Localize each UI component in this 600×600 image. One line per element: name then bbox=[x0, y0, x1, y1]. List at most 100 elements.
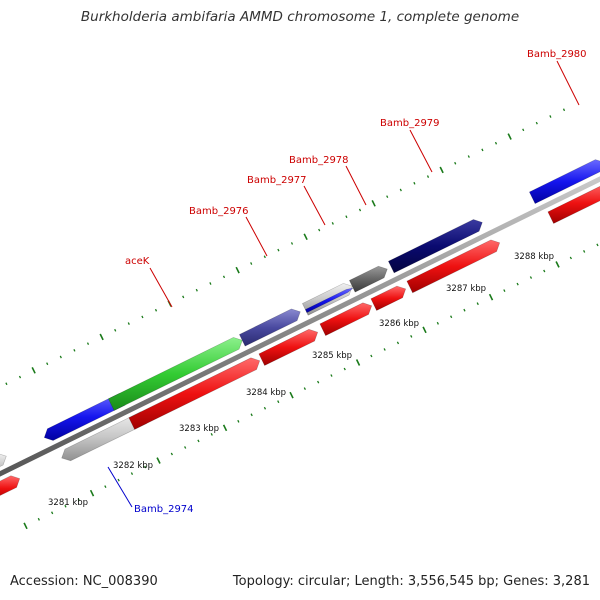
gene-label[interactable]: Bamb_2974 bbox=[134, 504, 194, 515]
upper-tick-mark bbox=[222, 275, 226, 279]
kbp-tick-label: 3281 kbp bbox=[48, 498, 88, 508]
lower-tick-mark bbox=[37, 517, 40, 521]
upper-tick-mark bbox=[522, 128, 525, 132]
lower-tick-mark bbox=[104, 485, 107, 489]
upper-tick-mark bbox=[399, 188, 402, 192]
leader-line bbox=[149, 267, 173, 308]
cds-bar-bamb-2980 bbox=[547, 185, 600, 224]
chromosome-backbone-line bbox=[0, 176, 600, 477]
upper-tick-mark bbox=[535, 121, 538, 125]
lower-tick-mark bbox=[170, 452, 173, 456]
lower-tick-mark bbox=[303, 387, 306, 391]
upper-tick-mark bbox=[439, 166, 444, 174]
upper-tick-mark bbox=[46, 362, 49, 366]
upper-tick-mark bbox=[562, 108, 566, 112]
leader-line bbox=[409, 129, 433, 173]
gene-label[interactable]: Bamb_2978 bbox=[289, 155, 349, 166]
lower-tick-mark bbox=[450, 315, 453, 319]
upper-tick-mark bbox=[549, 115, 552, 118]
gene-label[interactable]: Bamb_2980 bbox=[527, 49, 587, 60]
lower-tick-mark bbox=[569, 256, 572, 260]
upper-tick-mark bbox=[18, 375, 22, 379]
lower-tick-mark bbox=[516, 282, 519, 286]
cds-bar-acek bbox=[128, 357, 261, 430]
lower-tick-mark bbox=[197, 439, 200, 443]
tick-marks bbox=[5, 108, 599, 530]
label-leader-lines bbox=[107, 60, 580, 508]
gene-bar-bamb-2978 bbox=[348, 265, 388, 293]
cds-bar-bamb-2978 bbox=[370, 285, 407, 311]
cds-bar-bamb-2977 bbox=[319, 302, 373, 337]
upper-tick-mark bbox=[5, 382, 8, 386]
kbp-labels: 3281 kbp 3282 kbp 3283 kbp 3284 kbp 3285 kbp… bbox=[48, 252, 554, 508]
lower-tick-mark bbox=[410, 334, 413, 338]
upper-tick-mark bbox=[386, 195, 389, 198]
kbp-tick-label: 3285 kbp bbox=[312, 351, 352, 361]
leader-line bbox=[245, 216, 268, 257]
gene-label[interactable]: Bamb_2977 bbox=[247, 175, 307, 186]
leader-line bbox=[345, 165, 367, 206]
upper-tick-mark bbox=[31, 367, 36, 374]
gene-label[interactable]: aceK bbox=[125, 256, 150, 267]
cds-bar-bamb-2974 bbox=[61, 411, 148, 462]
upper-tick-mark bbox=[250, 262, 253, 265]
lower-tick-mark bbox=[222, 424, 228, 432]
lower-tick-mark bbox=[263, 406, 267, 410]
kbp-tick-label: 3284 kbp bbox=[246, 388, 286, 398]
upper-tick-mark bbox=[290, 242, 294, 245]
kbp-tick-label: 3287 kbp bbox=[446, 284, 486, 294]
lower-tick-mark bbox=[317, 380, 320, 384]
map-title: Burkholderia ambifaria AMMD chromosome 1… bbox=[80, 9, 520, 25]
lower-tick-mark bbox=[210, 433, 213, 436]
kbp-tick-label: 3283 kbp bbox=[179, 424, 219, 434]
upper-tick-mark bbox=[371, 200, 376, 207]
upper-tick-mark bbox=[318, 228, 321, 232]
lower-tick-mark bbox=[277, 400, 280, 404]
lower-tick-mark bbox=[436, 321, 439, 325]
lower-tick-mark bbox=[289, 391, 294, 399]
upper-tick-mark bbox=[426, 175, 430, 178]
lower-tick-mark bbox=[355, 359, 361, 366]
lower-tick-mark bbox=[23, 522, 28, 530]
cds-bar-bamb-2979 bbox=[406, 239, 501, 294]
gene-label[interactable]: Bamb_2979 bbox=[380, 118, 440, 129]
lower-tick-mark bbox=[51, 511, 54, 515]
gene-labels: Bamb_2974 aceK Bamb_2976 Bamb_2977 Bamb_2978… bbox=[125, 49, 587, 515]
lower-tick-mark bbox=[370, 354, 373, 358]
kbp-tick-label: 3286 kbp bbox=[379, 319, 419, 329]
upper-tick-mark bbox=[507, 133, 512, 140]
lower-tick-mark bbox=[596, 243, 599, 247]
upper-tick-mark bbox=[195, 288, 198, 292]
lower-tick-mark bbox=[476, 302, 479, 306]
lower-tick-mark bbox=[144, 465, 147, 469]
lower-tick-mark bbox=[555, 261, 560, 268]
upper-tick-mark bbox=[358, 208, 362, 212]
leader-line bbox=[107, 466, 133, 508]
lower-tick-mark bbox=[117, 478, 120, 482]
upper-tick-mark bbox=[235, 266, 240, 274]
lower-tick-mark bbox=[383, 348, 386, 351]
upper-tick-mark bbox=[345, 215, 348, 219]
upper-tick-mark bbox=[331, 222, 334, 225]
lower-tick-mark bbox=[343, 367, 346, 371]
upper-tick-mark bbox=[182, 295, 185, 299]
gene-label[interactable]: Bamb_2976 bbox=[189, 206, 249, 217]
lower-tick-mark bbox=[396, 341, 400, 345]
lower-tick-mark bbox=[64, 504, 67, 508]
gene-bar-bamb-2976 bbox=[238, 308, 301, 347]
gene-bar-acek bbox=[107, 337, 243, 411]
upper-tick-mark bbox=[467, 155, 470, 158]
upper-tick-mark bbox=[454, 161, 457, 165]
upper-tick-mark bbox=[154, 308, 158, 312]
gene-bar-bamb-2977 bbox=[304, 287, 354, 314]
kbp-tick-label: 3282 kbp bbox=[113, 461, 153, 471]
upper-tick-mark bbox=[413, 181, 416, 185]
lower-tick-mark bbox=[184, 446, 187, 449]
gene-bar-bamb-2980 bbox=[528, 159, 600, 205]
lower-tick-mark bbox=[250, 413, 253, 417]
upper-tick-mark bbox=[99, 333, 104, 341]
accession-label: Accession: NC_008390 bbox=[10, 574, 158, 589]
upper-tick-mark bbox=[141, 315, 144, 319]
lower-tick-mark bbox=[463, 308, 466, 312]
